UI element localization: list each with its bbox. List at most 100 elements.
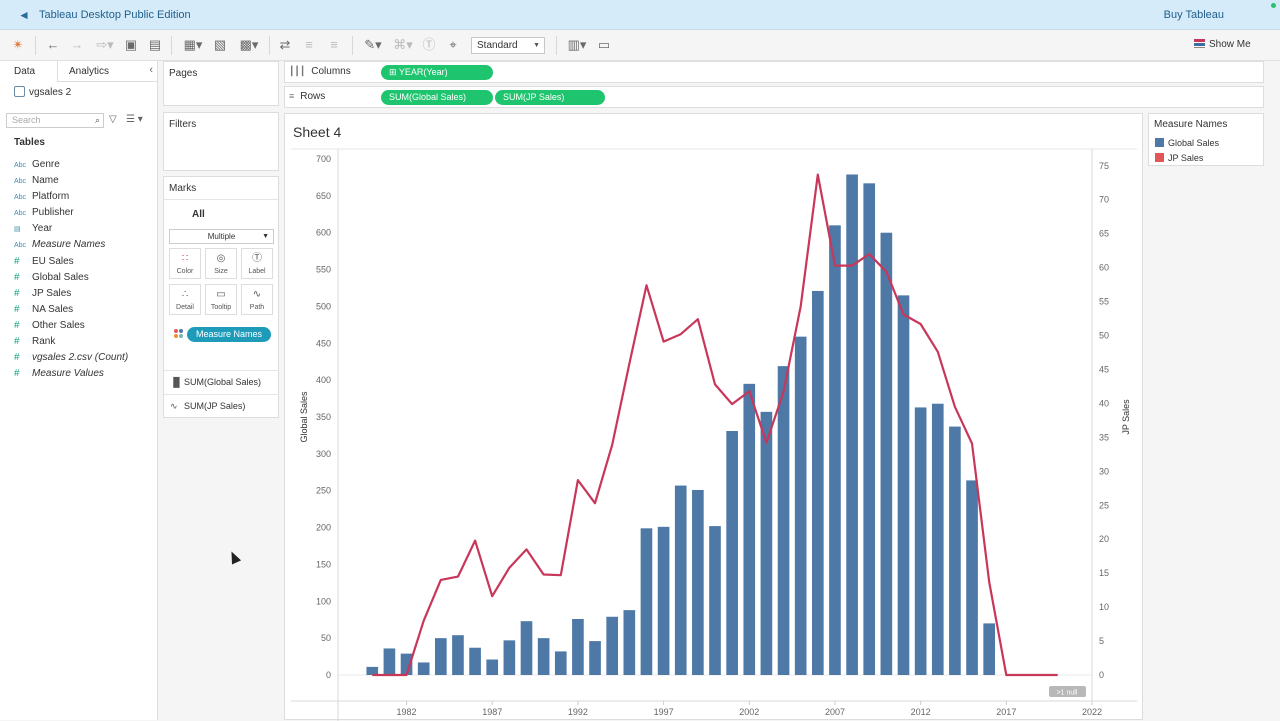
field-genre[interactable]: Abc Genre — [14, 159, 60, 173]
new-worksheet-icon[interactable]: ▦▾ — [183, 37, 203, 52]
rows-label-text: Rows — [300, 91, 326, 102]
color-button[interactable]: ∷ Color — [169, 248, 201, 279]
field-vgsales-2-csv-count[interactable]: # vgsales 2.csv (Count) — [14, 352, 128, 366]
legend-label: JP Sales — [1168, 153, 1204, 163]
group-icon[interactable]: ⌘▾ — [393, 37, 413, 52]
marks-row-jp-sales[interactable]: ∿ SUM(JP Sales) — [164, 394, 279, 417]
measure-names-color-pill[interactable]: Measure Names — [187, 327, 271, 342]
toolbar-divider — [269, 36, 270, 55]
new-datasource-icon[interactable]: ▤ — [148, 37, 162, 52]
swap-axes-icon[interactable]: ⇄ — [279, 37, 291, 52]
path-button[interactable]: ∿ Path — [241, 284, 273, 315]
year-pill[interactable]: ⊞ YEAR(Year) — [381, 65, 493, 80]
show-me-label: Show Me — [1209, 39, 1251, 50]
x-tick-label: 2007 — [825, 707, 845, 717]
clear-sheet-icon[interactable]: ▩▾ — [239, 37, 259, 52]
tooltip-button[interactable]: ▭ Tooltip — [205, 284, 237, 315]
global-sales-bar — [572, 618, 584, 675]
global-sales-bar — [983, 623, 996, 675]
y-left-axis-title: Global Sales — [299, 391, 309, 443]
undo-icon[interactable]: ← — [46, 37, 60, 52]
measure-icon: # — [14, 368, 20, 379]
marks-all-tab[interactable]: All — [192, 209, 205, 220]
global-sales-bar — [366, 666, 379, 675]
buy-tableau-link[interactable]: Buy Tableau — [1163, 9, 1224, 21]
field-search-input[interactable]: Search ⌕ — [6, 113, 104, 128]
field-year[interactable]: ▤ Year — [14, 223, 52, 237]
chart-canvas[interactable]: 0501001502002503003504004505005506006507… — [285, 114, 1144, 721]
measure-icon: # — [14, 272, 20, 283]
tableau-logo-icon[interactable]: ✴ — [12, 37, 24, 52]
show-me-button[interactable]: Show Me — [1194, 39, 1251, 50]
pages-card[interactable]: Pages — [163, 61, 279, 106]
columns-shelf[interactable]: ┃┃┃ Columns ⊞ YEAR(Year) — [284, 61, 1264, 83]
field-na-sales[interactable]: # NA Sales — [14, 304, 73, 318]
tab-analytics[interactable]: Analytics — [69, 66, 110, 77]
color-encoding-icon — [174, 329, 184, 339]
y-right-tick-label: 55 — [1099, 297, 1109, 307]
field-eu-sales[interactable]: # EU Sales — [14, 256, 74, 270]
columns-shelf-label: ┃┃┃ Columns — [289, 66, 351, 77]
path-button-label: Path — [249, 304, 265, 311]
detail-button[interactable]: ∴ Detail — [169, 284, 201, 315]
redo-icon[interactable]: → — [70, 37, 84, 52]
filters-card[interactable]: Filters — [163, 112, 279, 171]
jp-sales-pill[interactable]: SUM(JP Sales) — [495, 90, 605, 105]
y-left-tick-label: 250 — [316, 486, 331, 496]
field-global-sales[interactable]: # Global Sales — [14, 272, 89, 286]
field-name: Platform — [32, 191, 70, 202]
rows-shelf[interactable]: ≡ Rows SUM(Global Sales) SUM(JP Sales) — [284, 86, 1264, 108]
presentation-mode-icon[interactable]: ▭ — [597, 37, 611, 52]
y-left-tick-label: 0 — [326, 670, 331, 680]
y-right-tick-label: 20 — [1099, 534, 1109, 544]
y-right-tick-label: 70 — [1099, 195, 1109, 205]
datasource-icon — [14, 86, 25, 97]
duplicate-sheet-icon[interactable]: ▧ — [213, 37, 227, 52]
field-rank[interactable]: # Rank — [14, 336, 55, 350]
mark-type-select[interactable]: Multiple ▼ — [169, 229, 274, 244]
string-dimension-icon: Abc — [14, 242, 27, 249]
field-jp-sales[interactable]: # JP Sales — [14, 288, 71, 302]
show-me-icon — [1194, 39, 1205, 48]
field-name: Genre — [32, 159, 60, 170]
window-title: Tableau Desktop Public Edition — [39, 9, 191, 21]
pin-icon[interactable]: ⌖ — [449, 37, 457, 52]
replay-icon[interactable]: ⇨▾ — [96, 37, 114, 52]
filter-icon[interactable]: ▽ — [109, 114, 117, 125]
view-options-icon[interactable]: ☰ ▾ — [126, 114, 143, 125]
show-cards-icon[interactable]: ▥▾ — [567, 37, 587, 52]
label-button[interactable]: Ⓣ Label — [241, 248, 273, 279]
highlight-icon[interactable]: ✎▾ — [364, 37, 382, 52]
field-name: Name — [32, 175, 59, 186]
tab-data[interactable]: Data — [14, 66, 36, 77]
field-measure-values[interactable]: # Measure Values — [14, 368, 104, 382]
string-dimension-icon: Abc — [14, 194, 27, 201]
field-other-sales[interactable]: # Other Sales — [14, 320, 85, 334]
legend-item-global-sales[interactable]: Global Sales — [1155, 138, 1219, 148]
field-name[interactable]: Abc Name — [14, 175, 59, 189]
title-bar: ◄ Tableau Desktop Public Edition Buy Tab… — [0, 0, 1280, 30]
y-left-tick-label: 450 — [316, 338, 331, 348]
legend-item-jp-sales[interactable]: JP Sales — [1155, 153, 1203, 163]
datasource-item[interactable]: vgsales 2 — [14, 86, 71, 98]
sort-ascending-icon[interactable]: ≡ — [305, 37, 313, 52]
sort-descending-icon[interactable]: ≡ — [330, 37, 338, 52]
size-button[interactable]: ◎ Size — [205, 248, 237, 279]
y-right-tick-label: 0 — [1099, 670, 1104, 680]
field-platform[interactable]: Abc Platform — [14, 191, 69, 205]
save-icon[interactable]: ▣ — [124, 37, 138, 52]
fit-select[interactable]: Standard ▼ — [471, 37, 545, 54]
legend-label: Global Sales — [1168, 138, 1220, 148]
collapse-pane-icon[interactable]: ‹ — [149, 64, 153, 76]
size-icon: ◎ — [216, 253, 226, 264]
global-sales-pill[interactable]: SUM(Global Sales) — [381, 90, 493, 105]
megaphone-icon: ◄ — [18, 8, 30, 22]
jp-sales-line — [372, 173, 1058, 677]
field-measure-names[interactable]: Abc Measure Names — [14, 239, 105, 253]
field-name: JP Sales — [32, 288, 72, 299]
show-labels-icon[interactable]: Ⓣ — [422, 37, 436, 52]
field-publisher[interactable]: Abc Publisher — [14, 207, 74, 221]
string-dimension-icon: Abc — [14, 162, 27, 169]
marks-row-global-sales[interactable]: ▐▌ SUM(Global Sales) — [164, 370, 279, 393]
global-sales-bar — [811, 290, 824, 675]
